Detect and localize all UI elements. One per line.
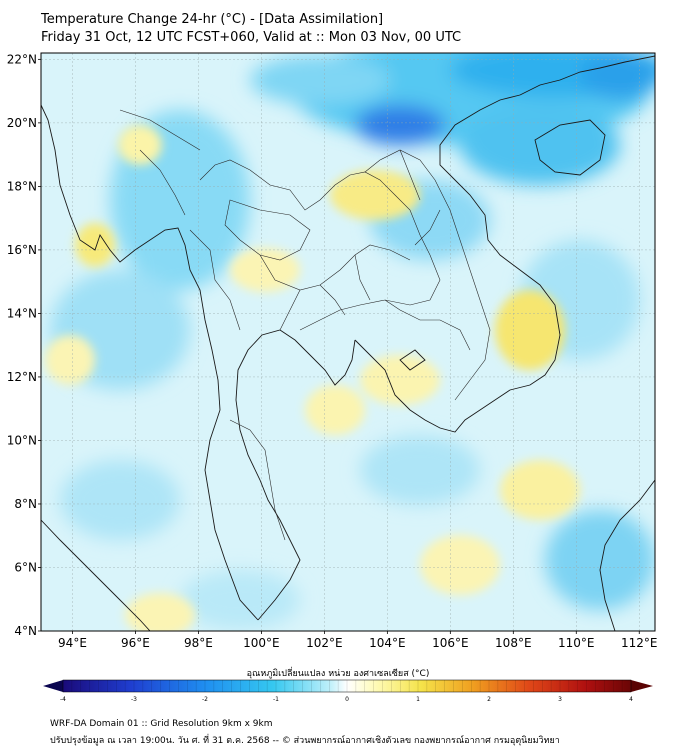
colorbar-low-extend	[43, 680, 63, 692]
thailand-border	[199, 159, 441, 331]
colorbar-ramp	[63, 680, 631, 692]
colorbar-tick-label: -3	[131, 696, 137, 703]
colorbar-tick-label: -1	[273, 696, 279, 703]
colorbar-tick-label: 2	[487, 696, 491, 703]
lat-label: 4°N	[14, 624, 37, 638]
province-lines-f	[399, 149, 441, 246]
sumatra-coast	[41, 519, 151, 631]
south-china-coast	[519, 55, 655, 96]
lat-label: 10°N	[7, 433, 37, 447]
province-lines-g	[119, 109, 201, 216]
lat-label: 16°N	[7, 243, 37, 257]
lon-label: 94°E	[58, 636, 87, 650]
cool-anomaly-areas	[50, 53, 655, 630]
colorbar-tick-label: 4	[629, 696, 633, 703]
warm-anomaly-areas	[45, 125, 580, 631]
lon-label: 106°E	[432, 636, 469, 650]
lon-label: 100°E	[243, 636, 280, 650]
myanmar-coastline	[41, 104, 259, 621]
lon-label: 102°E	[306, 636, 343, 650]
lat-label: 14°N	[7, 306, 37, 320]
map-title: Temperature Change 24-hr (°C) - [Data As…	[41, 12, 384, 27]
lon-label: 98°E	[184, 636, 213, 650]
colorbar-tick-label: 3	[558, 696, 562, 703]
lat-label: 6°N	[14, 560, 37, 574]
lat-label: 12°N	[7, 370, 37, 384]
colorbar-title: อุณหภูมิเปลี่ยนแปลง หน่วย องศาเซลเซียส (…	[246, 669, 430, 679]
lon-label: 110°E	[558, 636, 595, 650]
lat-label: 22°N	[7, 52, 37, 66]
colorbar-tick-label: -4	[60, 696, 66, 703]
cambodia-border	[384, 299, 471, 351]
lat-label: 18°N	[7, 179, 37, 193]
colorbar-tick-label: 0	[345, 696, 349, 703]
cambodia-vietnam-coast	[354, 94, 561, 433]
colorbar-high-extend	[631, 680, 653, 692]
colorbar-tick-label: -2	[202, 696, 208, 703]
province-lines-d	[229, 419, 286, 541]
colorbar: -4 -3 -2 -1 0 1 2 3 4	[43, 679, 653, 703]
footer-model-info: WRF-DA Domain 01 :: Grid Resolution 9km …	[50, 719, 273, 729]
lat-label: 8°N	[14, 497, 37, 511]
lon-label: 112°E	[621, 636, 658, 650]
colorbar-ticks: -4 -3 -2 -1 0 1 2 3 4	[60, 696, 633, 703]
province-lines-c	[279, 254, 371, 331]
borneo-coast	[599, 479, 655, 631]
tonle-sap	[399, 349, 426, 371]
graticule	[41, 53, 655, 632]
field-layer	[41, 53, 655, 631]
coastlines	[41, 55, 655, 631]
footer-credit: ปรับปรุงข้อมูล ณ เวลา 19:00น. วัน ศ. ที่…	[50, 736, 560, 746]
province-lines-e	[189, 229, 241, 331]
longitude-labels: 94°E 96°E 98°E 100°E 102°E 104°E 106°E 108°E 110…	[58, 631, 658, 650]
province-lines-a	[224, 199, 311, 261]
malay-peninsula-east-coast	[235, 329, 356, 621]
lon-label: 104°E	[369, 636, 406, 650]
map-frame	[40, 52, 656, 632]
map-subtitle: Friday 31 Oct, 12 UTC FCST+060, Valid at…	[41, 30, 462, 45]
latitude-labels: 22°N 20°N 18°N 16°N 14°N 12°N 10°N 8°N 6°N 4°N	[7, 52, 41, 638]
hainan-island	[534, 119, 606, 176]
lon-label: 96°E	[121, 636, 150, 650]
colorbar-tick-label: 1	[416, 696, 420, 703]
province-lines-b	[259, 244, 411, 291]
admin-boundaries	[119, 109, 491, 541]
lat-label: 20°N	[7, 116, 37, 130]
lon-label: 108°E	[495, 636, 532, 650]
